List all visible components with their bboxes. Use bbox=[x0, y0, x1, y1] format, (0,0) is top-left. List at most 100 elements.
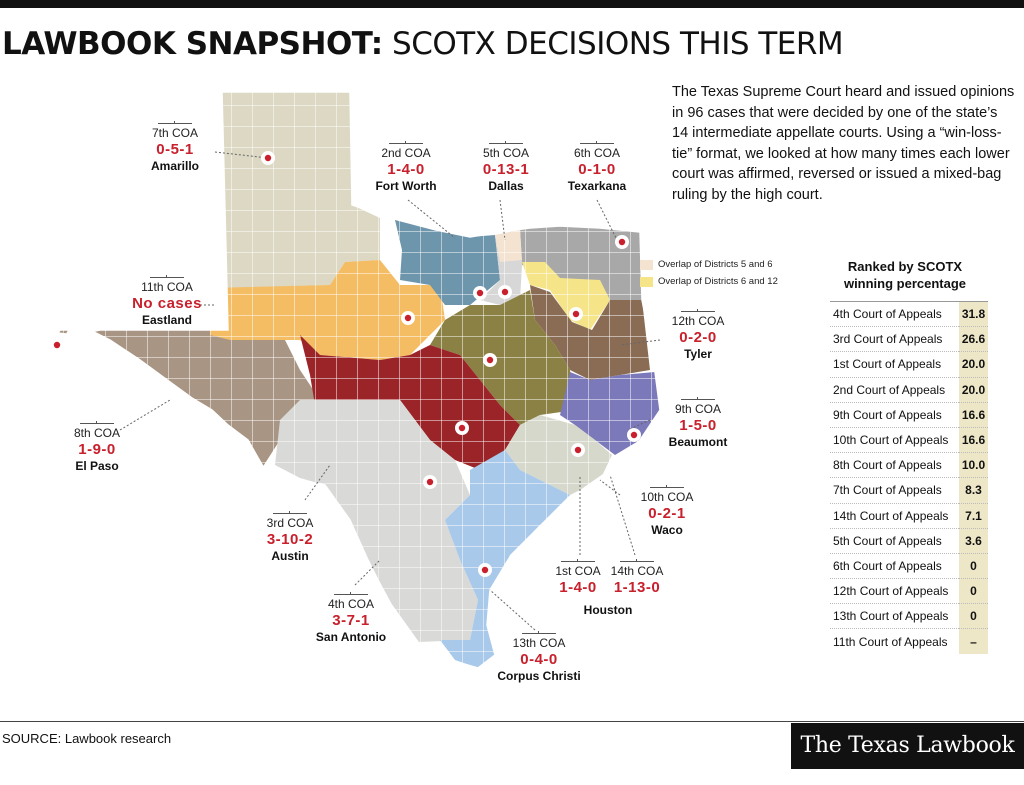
legend-swatch bbox=[640, 276, 653, 287]
top-rule bbox=[0, 0, 1024, 8]
legend-swatch bbox=[640, 259, 653, 270]
coa-name: 6th COA bbox=[573, 146, 621, 160]
marker-tyler bbox=[569, 307, 583, 321]
coa-name: 11th COA bbox=[141, 280, 193, 294]
coa-city: Waco bbox=[651, 523, 683, 537]
district-label-5: 5th COA 0-13-1 Dallas bbox=[461, 141, 551, 194]
ranking-table: 4th Court of Appeals 31.8 3rd Court of Ap… bbox=[830, 300, 988, 654]
court-name: 13th Court of Appeals bbox=[830, 603, 959, 629]
marker-san-antonio bbox=[423, 475, 437, 489]
legend-label: Overlap of Districts 6 and 12 bbox=[658, 276, 778, 287]
district-label-2: 2nd COA 1-4-0 Fort Worth bbox=[361, 141, 451, 194]
coa-record: 3-7-1 bbox=[332, 612, 370, 629]
win-pct: 0 bbox=[959, 603, 988, 629]
source-note: SOURCE: Lawbook research bbox=[2, 731, 172, 746]
table-row: 7th Court of Appeals 8.3 bbox=[830, 477, 988, 503]
coa-city: El Paso bbox=[75, 459, 119, 473]
coa-city: Beaumont bbox=[668, 435, 728, 449]
marker-texarkana bbox=[615, 235, 629, 249]
win-pct: 20.0 bbox=[959, 376, 988, 403]
win-pct: – bbox=[959, 628, 988, 654]
marker-el-paso bbox=[50, 338, 64, 352]
district-label-10: 10th COA 0-2-1 Waco bbox=[622, 485, 712, 538]
label-tick bbox=[681, 397, 715, 400]
table-row: 5th Court of Appeals 3.6 bbox=[830, 527, 988, 554]
table-row: 12th Court of Appeals 0 bbox=[830, 578, 988, 604]
brand-logo: The Texas Lawbook bbox=[791, 723, 1024, 769]
coa-city: San Antonio bbox=[315, 630, 387, 644]
intro-text: The Texas Supreme Court heard and issued… bbox=[672, 84, 1015, 203]
coa-name: 1st COA bbox=[555, 564, 601, 578]
win-pct: 26.6 bbox=[959, 326, 988, 352]
marker-waco bbox=[483, 353, 497, 367]
coa-record: No cases bbox=[132, 295, 202, 312]
label-tick bbox=[80, 421, 114, 424]
win-pct: 3.6 bbox=[959, 527, 988, 554]
district-label-9: 9th COA 1-5-0 Beaumont bbox=[653, 397, 743, 450]
coa-name: 4th COA bbox=[327, 597, 375, 611]
coa-record: 0-2-0 bbox=[679, 329, 717, 346]
label-tick bbox=[158, 121, 192, 124]
court-name: 7th Court of Appeals bbox=[830, 477, 959, 503]
footer-rule bbox=[0, 721, 1024, 722]
coa-record: 1-4-0 bbox=[559, 579, 597, 596]
label-tick bbox=[150, 275, 184, 278]
marker-eastland bbox=[401, 311, 415, 325]
coa-record: 0-5-1 bbox=[156, 141, 194, 158]
coa-record: 1-13-0 bbox=[613, 579, 661, 596]
marker-houston bbox=[571, 443, 585, 457]
win-pct: 8.3 bbox=[959, 477, 988, 503]
marker-austin bbox=[455, 421, 469, 435]
district-label-14: 14th COA 1-13-0 bbox=[592, 559, 682, 597]
label-tick bbox=[389, 141, 423, 144]
court-name: 8th Court of Appeals bbox=[830, 452, 959, 478]
coa-record: 3-10-2 bbox=[266, 531, 314, 548]
map-legend: Overlap of Districts 5 and 6 Overlap of … bbox=[640, 256, 778, 290]
win-pct: 0 bbox=[959, 552, 988, 579]
city-markers bbox=[50, 151, 641, 577]
marker-amarillo bbox=[261, 151, 275, 165]
label-tick bbox=[561, 559, 595, 562]
ranking-title: Ranked by SCOTX winning percentage bbox=[843, 259, 967, 291]
court-name: 10th Court of Appeals bbox=[830, 426, 959, 453]
marker-dallas bbox=[498, 285, 512, 299]
coa-city: Amarillo bbox=[150, 159, 199, 173]
label-tick bbox=[334, 592, 368, 595]
coa-city: Tyler bbox=[684, 347, 712, 361]
label-tick bbox=[620, 559, 654, 562]
title-bold: LAWBOOK SNAPSHOT: bbox=[2, 26, 383, 62]
table-row: 3rd Court of Appeals 26.6 bbox=[830, 326, 988, 352]
coa-record: 1-5-0 bbox=[679, 417, 717, 434]
table-row: 6th Court of Appeals 0 bbox=[830, 552, 988, 579]
marker-beaumont bbox=[627, 428, 641, 442]
court-name: 6th Court of Appeals bbox=[830, 552, 959, 579]
win-pct: 16.6 bbox=[959, 401, 988, 428]
label-tick bbox=[522, 631, 556, 634]
table-row: 4th Court of Appeals 31.8 bbox=[830, 300, 988, 327]
district-label-7: 7th COA 0-5-1 Amarillo bbox=[130, 121, 220, 174]
coa-record: 1-9-0 bbox=[78, 441, 116, 458]
table-row: 1st Court of Appeals 20.0 bbox=[830, 351, 988, 378]
coa-city: Dallas bbox=[488, 179, 524, 193]
coa-city: Texarkana bbox=[567, 179, 627, 193]
label-tick bbox=[681, 309, 715, 312]
win-pct: 0 bbox=[959, 578, 988, 604]
coa-record: 1-4-0 bbox=[387, 161, 425, 178]
court-name: 9th Court of Appeals bbox=[830, 401, 959, 428]
coa-record: 0-1-0 bbox=[578, 161, 616, 178]
win-pct: 31.8 bbox=[959, 300, 988, 327]
court-name: 2nd Court of Appeals bbox=[830, 376, 959, 403]
coa-name: 13th COA bbox=[512, 636, 566, 650]
table-row: 13th Court of Appeals 0 bbox=[830, 603, 988, 629]
coa-name: 2nd COA bbox=[381, 146, 431, 160]
win-pct: 7.1 bbox=[959, 502, 988, 529]
leader-lines bbox=[119, 151, 661, 631]
table-row: 8th Court of Appeals 10.0 bbox=[830, 452, 988, 478]
houston-label: Houston bbox=[563, 603, 653, 618]
coa-name: 7th COA bbox=[151, 126, 199, 140]
court-name: 14th Court of Appeals bbox=[830, 502, 959, 529]
district-label-13: 13th COA 0-4-0 Corpus Christi bbox=[494, 631, 584, 684]
label-tick bbox=[273, 511, 307, 514]
ranking-panel: Ranked by SCOTX winning percentage 4th C… bbox=[830, 258, 988, 654]
title-rest: SCOTX DECISIONS THIS TERM bbox=[392, 26, 844, 62]
